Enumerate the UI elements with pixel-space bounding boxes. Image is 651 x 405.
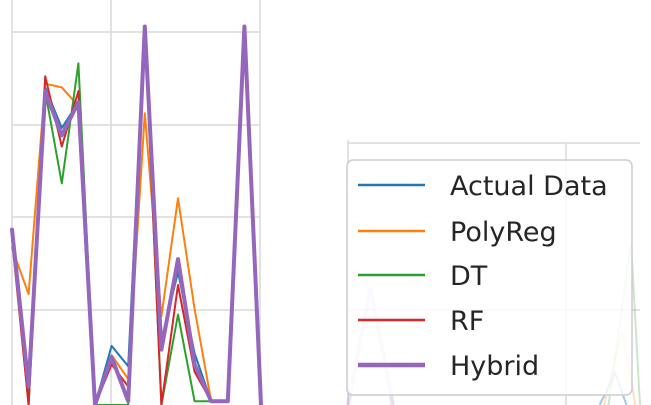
legend-label: DT <box>450 261 488 292</box>
legend-frame <box>346 159 633 396</box>
left-series-lines <box>10 24 263 405</box>
legend-entry-actual-data: Actual Data <box>358 171 608 202</box>
legend-entry-dt: DT <box>358 261 488 292</box>
legend-label: Hybrid <box>450 351 539 382</box>
legend-entry-rf: RF <box>358 306 484 337</box>
legend-entry-polyreg: PolyReg <box>358 217 557 248</box>
legend-entry-hybrid: Hybrid <box>358 351 539 382</box>
legend-label: RF <box>450 306 484 337</box>
left-line-chart <box>10 0 263 405</box>
legend-label: Actual Data <box>450 171 608 202</box>
chart-legend: Actual Data PolyReg DT RF Hybrid <box>346 159 633 396</box>
series-line-hybrid <box>10 24 263 405</box>
legend-label: PolyReg <box>450 217 557 248</box>
